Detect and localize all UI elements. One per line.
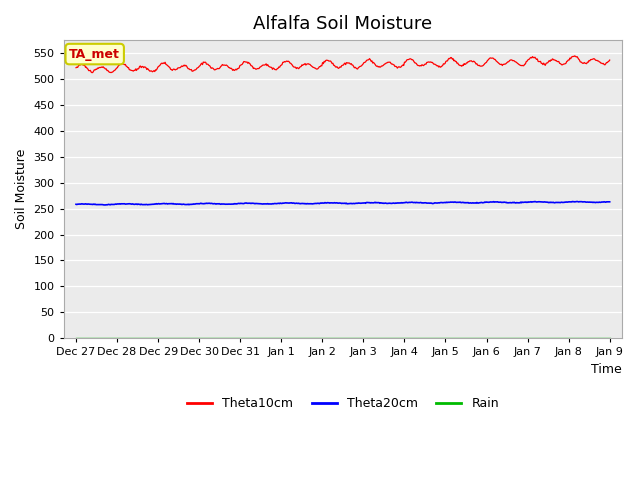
Legend: Theta10cm, Theta20cm, Rain: Theta10cm, Theta20cm, Rain xyxy=(182,392,504,415)
Theta10cm xyxy=(606,57,614,63)
Title: Alfalfa Soil Moisture: Alfalfa Soil Moisture xyxy=(253,15,433,33)
Theta20cm xyxy=(101,202,109,208)
Theta20cm xyxy=(606,199,614,204)
Theta20cm xyxy=(557,199,565,205)
Rain xyxy=(522,335,529,341)
Theta20cm xyxy=(159,201,167,206)
Theta10cm xyxy=(87,69,95,75)
Rain xyxy=(87,335,95,341)
Rain xyxy=(159,335,166,341)
Theta20cm xyxy=(72,202,80,207)
Theta20cm xyxy=(87,202,95,207)
Rain xyxy=(72,335,80,341)
Theta10cm xyxy=(72,65,80,71)
Rain xyxy=(606,335,614,341)
Theta10cm xyxy=(215,66,223,72)
Theta10cm xyxy=(159,60,167,66)
Theta20cm xyxy=(215,201,223,206)
Theta10cm xyxy=(522,59,530,65)
Rain xyxy=(246,335,254,341)
Line: Theta20cm: Theta20cm xyxy=(76,202,610,205)
Theta20cm xyxy=(522,200,530,205)
Theta10cm xyxy=(247,63,255,69)
Theta10cm xyxy=(571,53,579,59)
Rain xyxy=(556,335,563,341)
Y-axis label: Soil Moisture: Soil Moisture xyxy=(15,149,28,229)
Theta20cm xyxy=(247,201,255,206)
Theta10cm xyxy=(557,60,564,66)
Text: TA_met: TA_met xyxy=(69,48,120,60)
Rain xyxy=(214,335,222,341)
Theta20cm xyxy=(531,199,539,204)
Theta10cm xyxy=(88,70,96,75)
X-axis label: Time: Time xyxy=(591,363,622,376)
Line: Theta10cm: Theta10cm xyxy=(76,56,610,72)
